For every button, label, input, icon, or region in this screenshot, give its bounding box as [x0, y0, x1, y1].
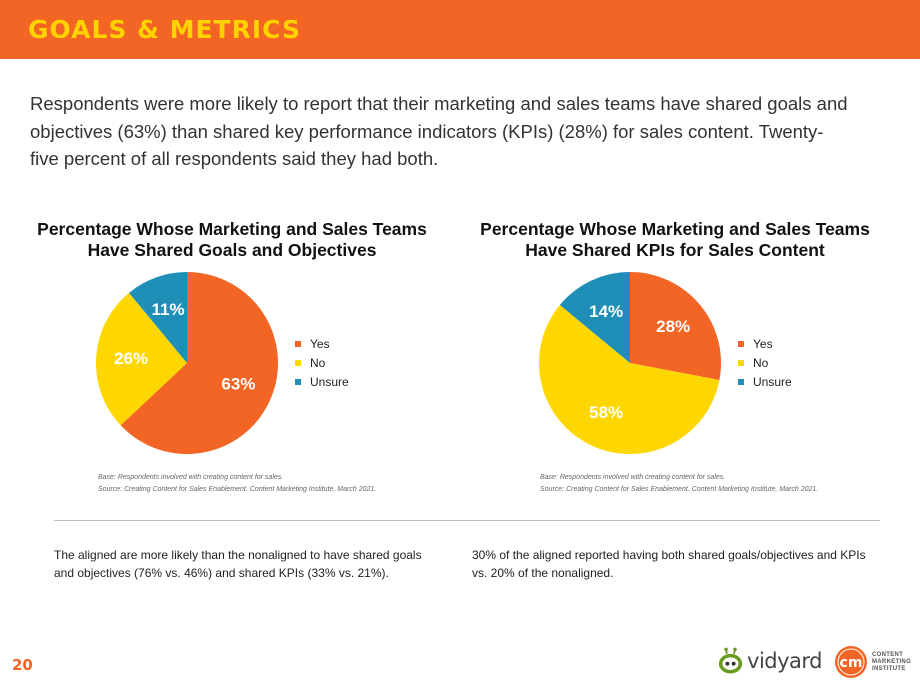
- legend-item-no: No: [738, 353, 792, 372]
- slice-label-yes: 28%: [656, 317, 690, 336]
- legend-label: Yes: [753, 336, 773, 351]
- pie-chart-goals: 63% 26% 11%: [95, 272, 279, 454]
- base-note: Base: Respondents involved with creating…: [98, 474, 284, 481]
- legend-label: No: [753, 355, 769, 370]
- pie-slice-unsure: [559, 272, 630, 363]
- source-note: Source: Creating Content for Sales Enabl…: [540, 486, 819, 493]
- pie-slice-yes: [120, 272, 279, 454]
- slice-label-yes: 63%: [221, 375, 255, 394]
- legend-swatch: [738, 359, 744, 366]
- slice-label-unsure: 11%: [151, 300, 184, 319]
- legend-swatch: [295, 378, 301, 385]
- chart-notes-goals: Base: Respondents involved with creating…: [98, 472, 376, 496]
- finding-shared-goals: The aligned are more likely than the non…: [54, 548, 422, 580]
- pie-slice-no: [95, 292, 187, 426]
- divider: [54, 520, 880, 521]
- cmi-logo: cm CONTENT MARKETING INSTITUTE: [834, 644, 916, 680]
- base-note: Base: Respondents involved with creating…: [540, 474, 726, 481]
- source-note: Source: Creating Content for Sales Enabl…: [98, 486, 377, 493]
- finding-both-goals-kpis: 30% of the aligned reported having both …: [472, 548, 866, 580]
- pie-slice-no: [539, 304, 720, 454]
- legend-label: No: [310, 355, 326, 370]
- vidyard-wordmark: vidyard: [747, 649, 822, 673]
- legend-item-yes: Yes: [295, 334, 349, 353]
- legend-item-unsure: Unsure: [295, 372, 349, 391]
- header-bar: GOALS & METRICS: [0, 0, 920, 59]
- pie-slice-yes: [630, 272, 721, 381]
- chart-notes-kpis: Base: Respondents involved with creating…: [540, 472, 818, 496]
- cmi-wordmark: CONTENT MARKETING INSTITUTE: [872, 651, 912, 672]
- legend-swatch: [295, 340, 301, 347]
- legend-label: Yes: [310, 336, 330, 351]
- chart-title-goals: Percentage Whose Marketing and Sales Tea…: [37, 219, 427, 260]
- cmi-badge-icon: cm: [835, 646, 867, 678]
- vidyard-logo: vidyard: [718, 645, 822, 677]
- legend-label: Unsure: [753, 374, 792, 389]
- page-title: GOALS & METRICS: [28, 15, 301, 44]
- chart-title-kpis: Percentage Whose Marketing and Sales Tea…: [480, 219, 870, 260]
- cmi-badge-text: cm: [840, 655, 863, 671]
- slice-label-unsure: 14%: [589, 302, 623, 321]
- slice-label-no: 58%: [589, 403, 623, 422]
- legend-swatch: [738, 378, 744, 385]
- page-number: 20: [12, 656, 33, 674]
- vidyard-robot-icon: [718, 647, 743, 674]
- legend-item-no: No: [295, 353, 349, 372]
- legend-label: Unsure: [310, 374, 349, 389]
- legend-item-yes: Yes: [738, 334, 792, 353]
- slice-label-no: 26%: [114, 349, 148, 368]
- legend-swatch: [295, 359, 301, 366]
- legend-swatch: [738, 340, 744, 347]
- pie-slice-unsure: [128, 272, 187, 363]
- pie-chart-kpis: 28% 58% 14%: [539, 272, 721, 454]
- legend-kpis: Yes No Unsure: [738, 334, 792, 391]
- legend-goals: Yes No Unsure: [295, 334, 349, 391]
- intro-paragraph: Respondents were more likely to report t…: [30, 93, 848, 169]
- legend-item-unsure: Unsure: [738, 372, 792, 391]
